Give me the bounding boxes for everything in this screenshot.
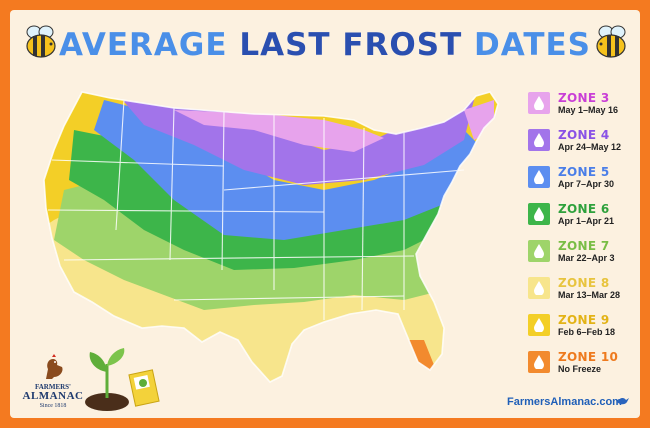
legend-zone-name: ZONE 9: [558, 313, 610, 327]
legend-zone-dates: Apr 24–May 12: [558, 142, 622, 152]
legend-zone-dates: No Freeze: [558, 364, 602, 374]
legend-item-zone-8: ZONE 8 Mar 13–Mar 28: [528, 276, 638, 311]
legend-swatch: [528, 351, 550, 373]
water-drop-icon: [534, 244, 544, 258]
title-word-dates: DATES: [474, 27, 591, 63]
legend-zone-dates: Feb 6–Feb 18: [558, 327, 616, 337]
legend-zone-name: ZONE 3: [558, 91, 610, 105]
legend-zone-name: ZONE 4: [558, 128, 610, 142]
water-drop-icon: [534, 96, 544, 110]
title-word-last-frost: LAST FROST: [239, 27, 463, 63]
legend-item-zone-3: ZONE 3 May 1–May 16: [528, 91, 638, 126]
water-drop-icon: [534, 207, 544, 221]
water-drop-icon: [534, 355, 544, 369]
legend-item-zone-6: ZONE 6 Apr 1–Apr 21: [528, 202, 638, 237]
bee-icon: [26, 25, 56, 58]
water-drop-icon: [534, 133, 544, 147]
legend-item-zone-9: ZONE 9 Feb 6–Feb 18: [528, 313, 638, 348]
legend-item-zone-7: ZONE 7 Mar 22–Apr 3: [528, 239, 638, 274]
website-link[interactable]: FarmersAlmanac.com: [507, 396, 622, 408]
legend-zone-dates: Mar 22–Apr 3: [558, 253, 615, 263]
legend-item-zone-5: ZONE 5 Apr 7–Apr 30: [528, 165, 638, 200]
legend-swatch: [528, 203, 550, 225]
seed-packet-icon: [128, 369, 160, 407]
legend-swatch: [528, 314, 550, 336]
legend-zone-dates: Apr 7–Apr 30: [558, 179, 615, 189]
legend-zone-name: ZONE 7: [558, 239, 610, 253]
seedling-icon: [85, 348, 129, 411]
legend-zone-dates: Apr 1–Apr 21: [558, 216, 615, 226]
title-word-average: AVERAGE: [59, 27, 228, 63]
frost-zone-map: [43, 91, 499, 383]
water-drop-icon: [534, 281, 544, 295]
water-drop-icon: [534, 318, 544, 332]
bee-icon: [596, 25, 626, 58]
legend-swatch: [528, 166, 550, 188]
legend-zone-name: ZONE 6: [558, 202, 610, 216]
rooster-icon: [46, 354, 63, 379]
legend-swatch: [528, 277, 550, 299]
logo-text-farmers: FARMERS': [34, 383, 72, 391]
legend-zone-dates: May 1–May 16: [558, 105, 619, 115]
page-title: AVERAGE LAST FROST DATES: [10, 28, 640, 62]
legend-zone-name: ZONE 10: [558, 350, 619, 364]
legend-item-zone-4: ZONE 4 Apr 24–May 12: [528, 128, 638, 163]
logo-text-almanac: ALMANAC: [22, 390, 84, 402]
legend-swatch: [528, 129, 550, 151]
legend-zone-name: ZONE 8: [558, 276, 610, 290]
legend-item-zone-10: ZONE 10 No Freeze: [528, 350, 638, 385]
legend-swatch: [528, 240, 550, 262]
legend-zone-dates: Mar 13–Mar 28: [558, 290, 621, 300]
legend-zone-name: ZONE 5: [558, 165, 610, 179]
water-drop-icon: [534, 170, 544, 184]
legend-swatch: [528, 92, 550, 114]
bird-icon: [617, 397, 629, 405]
logo-text-since: Since 1818: [39, 403, 67, 409]
farmers-almanac-logo: FARMERS' ALMANAC Since 1818: [18, 353, 90, 413]
infographic-card: AVERAGE LAST FROST DATES: [10, 10, 640, 418]
